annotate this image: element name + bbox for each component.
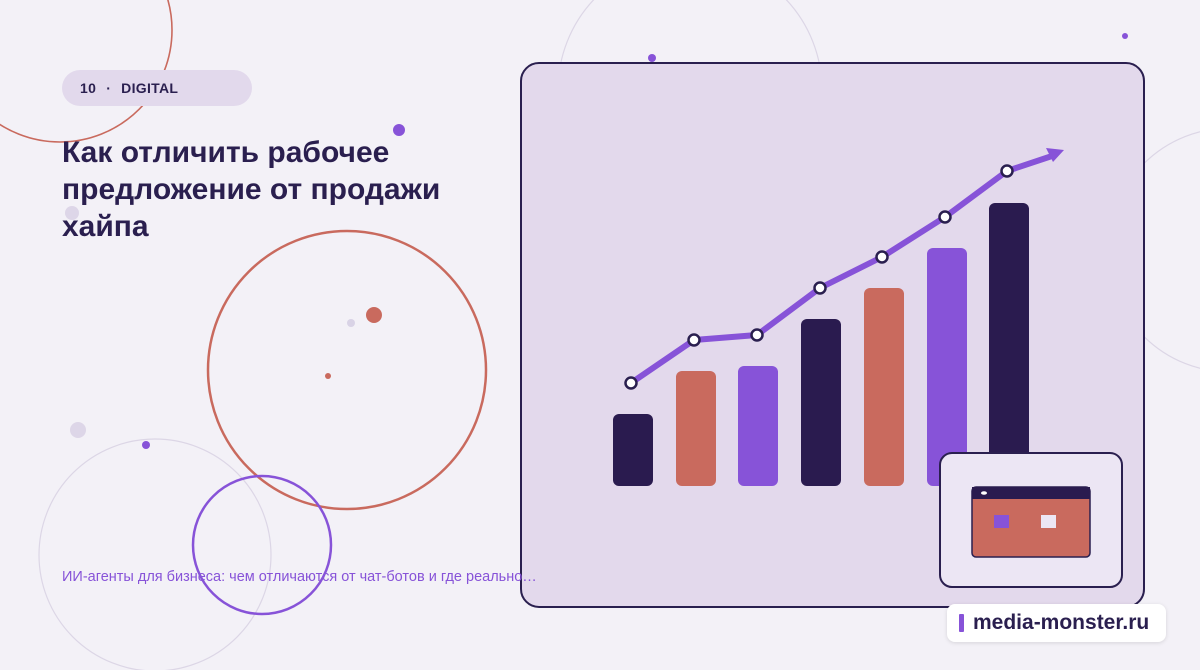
bar xyxy=(864,288,904,486)
browser-block xyxy=(1041,515,1056,528)
deco-dot xyxy=(366,307,382,323)
deco-dot xyxy=(65,206,79,220)
browser-bar xyxy=(972,487,1090,499)
deco-circle xyxy=(191,474,333,616)
badge-separator: · xyxy=(106,80,112,96)
bar xyxy=(801,319,841,486)
site-name: media-monster.ru xyxy=(973,611,1150,634)
deco-dot xyxy=(393,124,405,136)
badge-label: DIGITAL xyxy=(121,80,179,96)
browser-block xyxy=(994,515,1009,528)
point xyxy=(875,250,889,264)
site-badge: media-monster.ru xyxy=(947,604,1166,642)
category-badge: 10 · DIGITAL xyxy=(62,70,252,106)
deco-dot xyxy=(325,373,331,379)
deco-dot xyxy=(347,319,355,327)
trend-line xyxy=(629,152,1056,386)
bar xyxy=(613,414,653,486)
deco-circle xyxy=(206,229,488,511)
site-mark xyxy=(959,614,964,632)
bar xyxy=(927,248,967,486)
deco-circle xyxy=(0,0,173,143)
title: Как отличить рабочее предложение от прод… xyxy=(62,136,441,243)
bar xyxy=(989,203,1029,486)
deco-dot xyxy=(142,441,150,449)
point xyxy=(750,328,764,342)
trend-points xyxy=(624,164,1014,390)
arrow-head xyxy=(1046,148,1064,162)
deco-dot xyxy=(648,54,656,62)
bar xyxy=(738,366,778,486)
browser-dot xyxy=(981,491,987,495)
point xyxy=(624,376,638,390)
deco-dot xyxy=(70,422,86,438)
bar xyxy=(676,371,716,486)
deco-circle xyxy=(38,438,272,670)
point xyxy=(687,333,701,347)
point xyxy=(813,281,827,295)
bars xyxy=(613,203,1029,486)
subtitle: ИИ-агенты для бизнеса: чем отличаются от… xyxy=(62,569,537,585)
point xyxy=(938,210,952,224)
deco-dot xyxy=(1122,33,1128,39)
point xyxy=(1000,164,1014,178)
badge-number: 10 xyxy=(80,80,97,96)
